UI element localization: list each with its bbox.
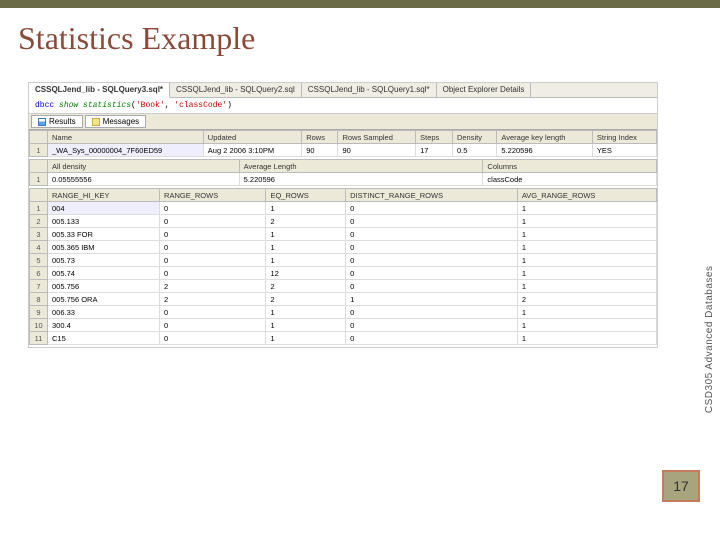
table-row[interactable]: 9006.330101 — [30, 306, 657, 319]
doc-tab-explorer[interactable]: Object Explorer Details — [437, 83, 532, 97]
table-row[interactable]: 1 0.05555556 5.220596 classCode — [30, 173, 657, 186]
query-arg2: 'classCode' — [174, 101, 227, 110]
document-tabs: CSSQLJend_lib - SQLQuery3.sql* CSSQLJend… — [29, 83, 657, 98]
course-label: CSD305 Advanced Databases — [705, 266, 716, 414]
table-row[interactable]: 1 _WA_Sys_00000004_7F60ED59 Aug 2 2006 3… — [30, 144, 657, 157]
results-icon — [38, 118, 46, 126]
table-row[interactable]: 2005.1330201 — [30, 215, 657, 228]
tab-results[interactable]: Results — [31, 115, 83, 128]
tab-messages[interactable]: Messages — [85, 115, 146, 128]
query-arg1: 'Book' — [136, 101, 165, 110]
top-accent-bar — [0, 0, 720, 8]
sql-screenshot: CSSQLJend_lib - SQLQuery3.sql* CSSQLJend… — [28, 82, 658, 348]
histogram-grid: RANGE_HI_KEY RANGE_ROWS EQ_ROWS DISTINCT… — [29, 188, 657, 345]
page-number: 17 — [662, 470, 700, 502]
table-row[interactable]: 3005.33 FOR0101 — [30, 228, 657, 241]
slide-title: Statistics Example — [0, 8, 720, 65]
table-row[interactable]: 8005.756 ORA2212 — [30, 293, 657, 306]
doc-tab-query2[interactable]: CSSQLJend_lib - SQLQuery2.sql — [170, 83, 302, 97]
table-row[interactable]: 4005.365 IBM0101 — [30, 241, 657, 254]
query-func: show statistics — [59, 101, 131, 110]
doc-tab-query3[interactable]: CSSQLJend_lib - SQLQuery3.sql* — [29, 83, 170, 98]
stats-header-grid: Name Updated Rows Rows Sampled Steps Den… — [29, 130, 657, 157]
table-row[interactable]: 11C150101 — [30, 332, 657, 345]
table-row[interactable]: 6005.7401201 — [30, 267, 657, 280]
table-row[interactable]: 7005.7562201 — [30, 280, 657, 293]
query-keyword: dbcc — [35, 101, 54, 110]
result-tabs: Results Messages — [29, 114, 657, 130]
doc-tab-query1[interactable]: CSSQLJend_lib - SQLQuery1.sql* — [302, 83, 437, 97]
table-row[interactable]: 10040101 — [30, 202, 657, 215]
table-row[interactable]: 10300.40101 — [30, 319, 657, 332]
messages-icon — [92, 118, 100, 126]
table-row[interactable]: 5005.730101 — [30, 254, 657, 267]
query-editor[interactable]: dbcc show statistics('Book', 'classCode'… — [29, 98, 657, 114]
density-grid: All density Average Length Columns 1 0.0… — [29, 159, 657, 186]
